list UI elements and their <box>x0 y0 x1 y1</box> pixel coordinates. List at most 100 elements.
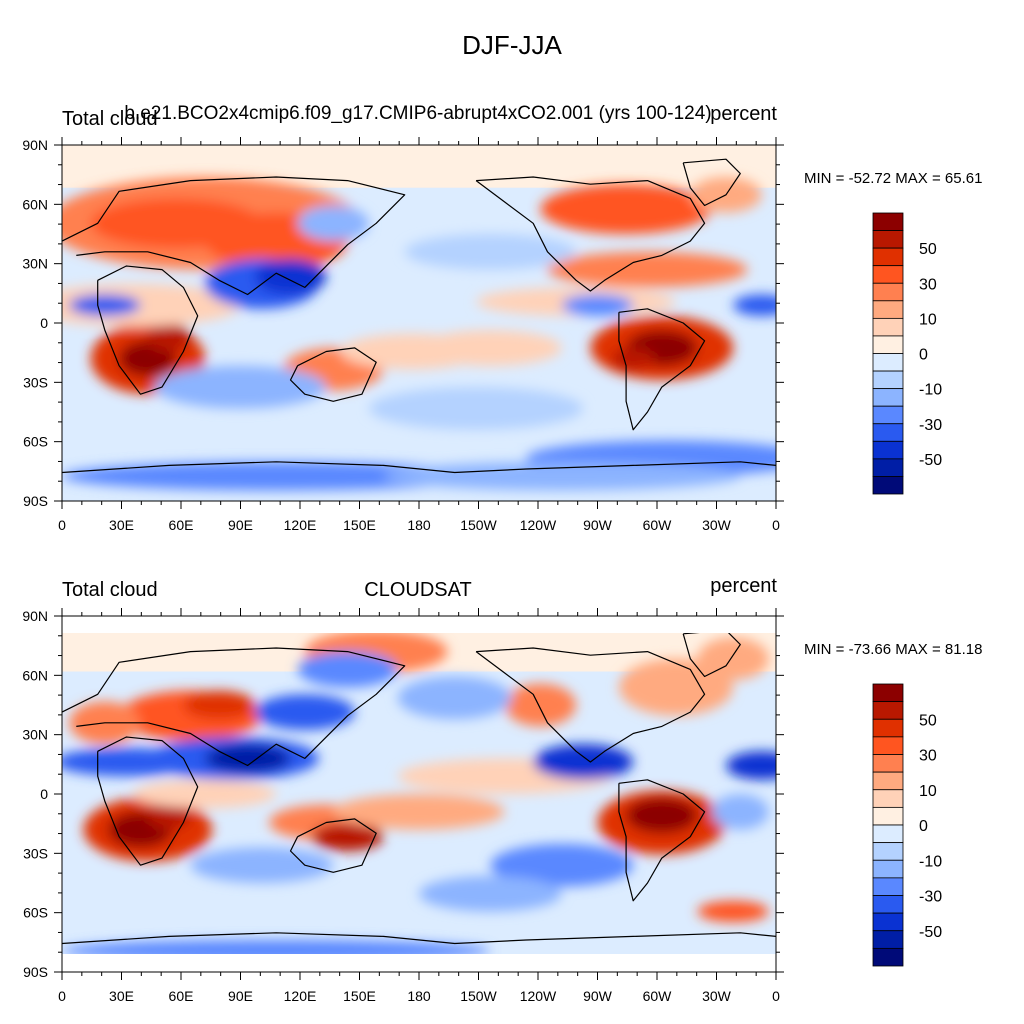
panel2-colorbar-swatch <box>872 842 904 861</box>
panel2-y-tick-label: 30N <box>22 727 48 743</box>
panel2-anomaly-region-18 <box>133 779 277 809</box>
panel2-coastline-4 <box>475 647 706 763</box>
panel2-colorbar-label: 30 <box>919 748 937 765</box>
panel2-anomaly-region-30 <box>419 875 562 912</box>
panel1-anomaly-region-20 <box>69 294 141 316</box>
panel1-colorbar-swatch <box>872 370 904 390</box>
panel1-coastline-3 <box>289 347 377 402</box>
panel2-anomaly-region-12 <box>504 683 577 727</box>
panel1-colorbar-swatch <box>872 317 904 337</box>
panel1-coastline-6 <box>682 158 741 207</box>
panel1-x-tick-label: 120W <box>520 517 557 533</box>
panel2-colorbar-swatch <box>872 912 904 932</box>
panel2-colorbar-swatch <box>872 877 904 896</box>
panel1-anomaly-region-15 <box>419 330 562 366</box>
panel2-coastline-1 <box>97 736 199 866</box>
panel1-colorbar-swatch <box>872 230 904 249</box>
panel1-anomaly-region-9 <box>611 347 655 370</box>
panel2-anomaly-region-16 <box>697 900 769 923</box>
panel2-anomaly-region-31 <box>711 794 769 830</box>
panel2-anomaly-region-11 <box>333 794 505 830</box>
panel2-coastline-2 <box>62 647 406 767</box>
panel1-colorbar-label: -10 <box>919 382 942 399</box>
panel1-anomaly-region-16 <box>62 283 241 327</box>
panel2-min-max: MIN = -73.66 MAX = 81.18 <box>804 641 983 658</box>
panel2-coastline-3 <box>289 818 377 873</box>
panel2-coastline-6 <box>682 633 741 678</box>
figure-title: DJF-JJA <box>462 30 562 60</box>
panel2-anomaly-region-6 <box>147 801 191 830</box>
panel1-anomaly-region-22 <box>561 294 634 316</box>
panel1-colorbar-label: 0 <box>919 347 928 364</box>
panel1-anomaly-region-10 <box>540 184 712 234</box>
panel2-colorbar-swatch <box>872 789 904 808</box>
panel1-colorbar-label: -50 <box>919 452 942 469</box>
panel1-y-tick-label: 30N <box>22 256 48 272</box>
panel2-colorbar-swatch <box>872 754 904 773</box>
panel2-center-label: CLOUDSAT <box>364 579 472 601</box>
panel1-colorbar-swatch <box>872 247 904 267</box>
panel2-anomaly-region-25 <box>297 651 398 688</box>
panel2-colorbar-swatch <box>872 736 904 755</box>
panel1-x-tick-label: 150W <box>460 517 497 533</box>
panel1-x-tick-label: 150E <box>343 517 376 533</box>
panel1-colorbar-swatch <box>872 300 904 319</box>
panel2-colorbar-label: -50 <box>919 924 942 941</box>
panel2-colorbar-swatch <box>872 718 904 738</box>
panel1-anomaly-region-11 <box>547 251 748 288</box>
panel1-anomaly-region-25 <box>369 387 584 430</box>
panel1-x-tick-label: 30E <box>109 517 134 533</box>
panel1-y-tick-label: 60N <box>22 196 48 212</box>
panel2-anomaly-region-29 <box>62 939 491 954</box>
panel1-colorbar-swatch <box>872 212 904 231</box>
panel1-x-tick-label: 90W <box>583 517 613 533</box>
panel2-y-tick-label: 90S <box>23 964 48 980</box>
panel1-x-tick-label: 0 <box>772 517 780 533</box>
panel2-anomaly-region-28 <box>190 847 334 883</box>
panel2-x-tick-label: 30W <box>702 988 732 1004</box>
panel1-coastline-5 <box>618 308 706 431</box>
panel2-anomaly-region-26 <box>397 676 512 720</box>
panel2-anomaly-region-8 <box>626 797 698 834</box>
panel1-anomaly-region-23 <box>297 205 370 242</box>
panel1-anomaly-region-19 <box>254 258 327 295</box>
panel2-x-tick-label: 120W <box>520 988 557 1004</box>
panel1-map <box>62 145 776 501</box>
panel1-colorbar-swatch <box>872 353 904 372</box>
panel1-center-label: b.e21.BCO2x4cmip6.f09_g17.CMIP6-abrupt4x… <box>124 103 712 124</box>
panel2-colorbar-label: -30 <box>919 889 942 906</box>
panel2-x-tick-label: 180 <box>407 988 431 1004</box>
panel1-coastline-7 <box>62 461 776 474</box>
panel2-y-tick-label: 0 <box>40 786 48 802</box>
panel1-x-tick-label: 60W <box>643 517 673 533</box>
panel1-coastline-2 <box>62 176 406 296</box>
panel1-x-tick-label: 30W <box>702 517 732 533</box>
panel2-coastline-7 <box>62 932 776 945</box>
panel2-y-tick-label: 30S <box>23 845 48 861</box>
panel1-x-tick-label: 90E <box>228 517 253 533</box>
panel1-colorbar-swatch <box>872 476 904 495</box>
panel1-anomaly-region-28 <box>62 461 491 491</box>
panel2-anomaly-region-22 <box>533 744 634 780</box>
panel2-colorbar-label: 50 <box>919 712 937 729</box>
panel1-colorbar-swatch <box>872 388 904 407</box>
panel1-y-tick-label: 30S <box>23 374 48 390</box>
panel1-colorbar-swatch <box>872 265 904 284</box>
panel2-colorbar-swatch <box>872 701 904 720</box>
panel1-x-tick-label: 120E <box>284 517 317 533</box>
panel1-colorbar-swatch <box>872 458 904 477</box>
panel1-colorbar-label: -30 <box>919 417 942 434</box>
panel2-colorbar-label: 0 <box>919 818 928 835</box>
panel2-anomaly-region-24 <box>254 694 355 730</box>
panel2-x-tick-label: 90W <box>583 988 613 1004</box>
panel2-y-tick-label: 60N <box>22 667 48 683</box>
panel1-y-tick-label: 60S <box>23 434 48 450</box>
panel2-colorbar-swatch <box>872 824 904 844</box>
panel2-anomaly-region-14 <box>697 637 769 681</box>
panel2-anomaly-region-27 <box>490 843 634 887</box>
panel1-y-tick-label: 90N <box>22 137 48 153</box>
panel2-anomaly-region-13 <box>618 658 734 716</box>
panel1-coastline-1 <box>97 265 199 395</box>
panel2-colorbar-swatch <box>872 771 904 791</box>
panel1-y-tick-label: 0 <box>40 315 48 331</box>
